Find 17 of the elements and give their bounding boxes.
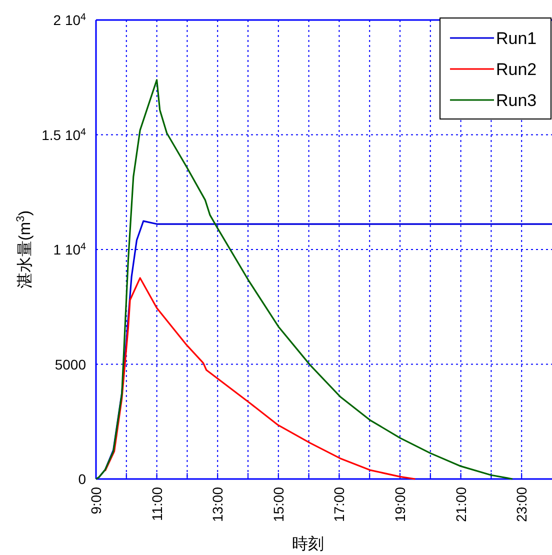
x-tick-label: 17:00 [331, 486, 348, 522]
y-tick-label: 2 10$^{4}$ [53, 12, 87, 28]
x-tick-label: 15:00 [270, 486, 286, 522]
x-tick-label: 19:00 [392, 486, 408, 522]
x-axis-title: 時刻 [292, 535, 324, 553]
y-tick-label: 1 10$^{4}$ [53, 241, 87, 258]
legend-label: Run3 [496, 91, 537, 110]
y-tick-label: 1.5 10$^{4}$ [42, 126, 87, 143]
x-tick-label: 11:00 [148, 486, 165, 521]
legend-label: Run1 [496, 29, 537, 48]
y-tick-label: 0 [78, 471, 86, 487]
x-tick-label: 9:00 [88, 486, 104, 514]
x-tick-label: 13:00 [210, 486, 226, 522]
y-tick-label: 5000 [54, 356, 86, 372]
x-tick-label: 23:00 [514, 486, 530, 522]
x-tick-label: 21:00 [452, 486, 469, 522]
legend-label: Run2 [496, 60, 537, 79]
